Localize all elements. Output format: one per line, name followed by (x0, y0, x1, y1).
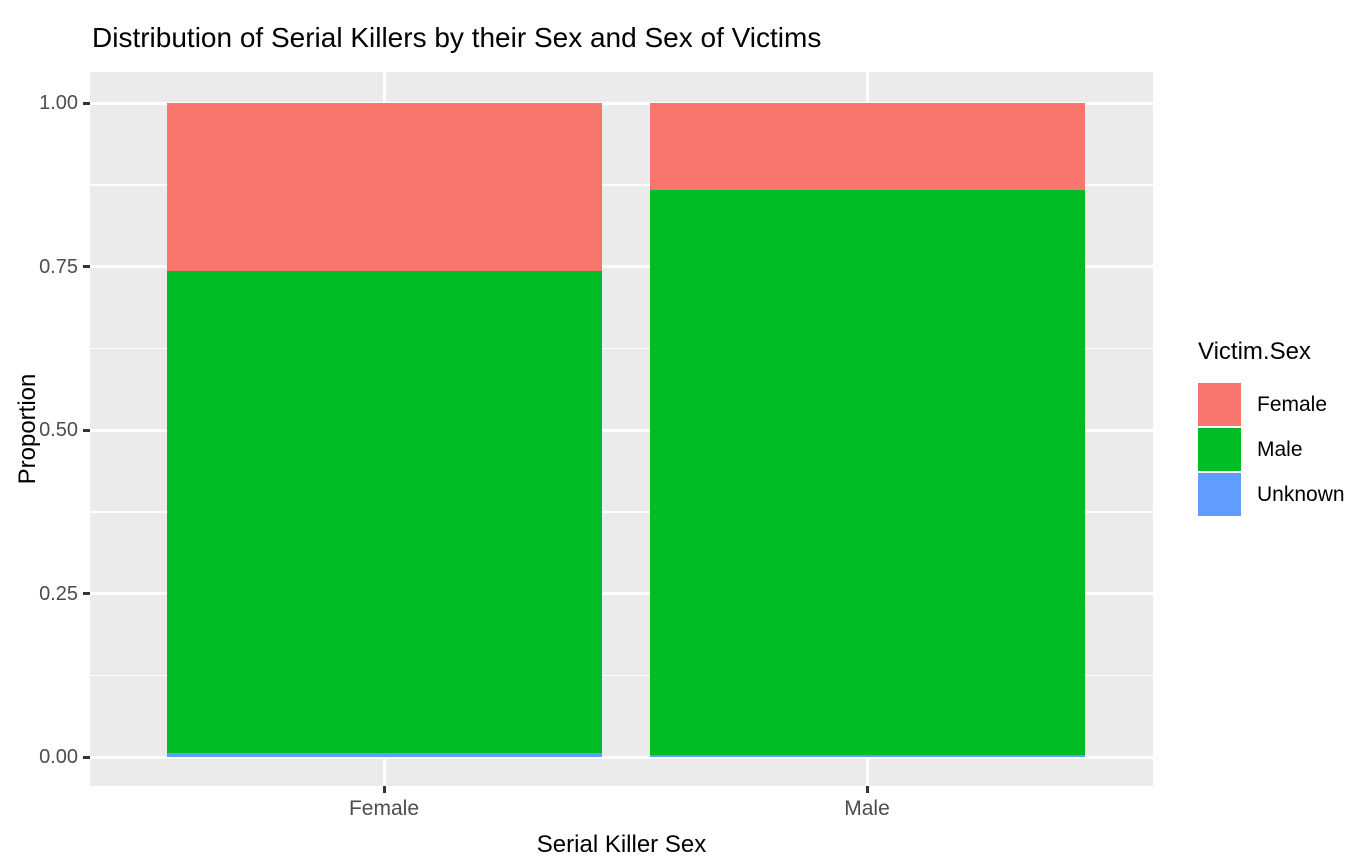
legend: Victim.Sex Female Male Unknown (1198, 338, 1366, 517)
legend-key-swatch (1198, 383, 1241, 426)
gridline-major (90, 755, 1153, 759)
y-tick-mark (83, 428, 90, 432)
gridline-minor (90, 184, 1153, 186)
plot-panel (90, 72, 1153, 786)
x-tick-label-male: Male (844, 797, 890, 820)
legend-title: Victim.Sex (1198, 338, 1311, 365)
bar-segment-female-unknown (166, 753, 602, 757)
x-axis-title: Serial Killer Sex (536, 831, 707, 858)
bar-segment-male-male (649, 189, 1085, 756)
y-tick-label: 0.50 (39, 419, 78, 441)
legend-label: Male (1257, 437, 1303, 461)
legend-key-swatch (1198, 473, 1241, 516)
gridline-major (90, 101, 1153, 105)
chart-title: Distribution of Serial Killers by their … (92, 22, 822, 53)
y-tick-label: 0.75 (39, 255, 78, 278)
x-tick-mark (865, 786, 869, 793)
bar-segment-female-male (166, 271, 602, 754)
legend-label: Unknown (1257, 482, 1345, 506)
y-axis-title: Proportion (14, 373, 41, 485)
gridline-major (90, 428, 1153, 432)
legend-key-swatch (1198, 428, 1241, 471)
y-tick-label: 0.25 (39, 582, 78, 605)
y-tick-mark (83, 592, 90, 595)
y-tick-mark (83, 265, 90, 268)
legend-row-female: Female (1198, 382, 1366, 427)
gridline-minor (90, 511, 1153, 513)
y-tick-mark (83, 101, 90, 105)
y-tick-mark (83, 755, 90, 759)
x-tick-label-female: Female (348, 797, 420, 820)
gridline-major (90, 265, 1153, 268)
legend-row-male: Male (1198, 427, 1366, 472)
gridline-minor (90, 347, 1153, 349)
bar-segment-male-unknown (649, 755, 1085, 757)
legend-entries: Female Male Unknown (1198, 382, 1366, 517)
bar-segment-female-female (166, 103, 602, 272)
gridline-major (90, 592, 1153, 595)
y-tick-label: 1.00 (39, 92, 78, 114)
legend-label: Female (1257, 392, 1328, 416)
x-tick-mark (382, 786, 386, 793)
gridline-minor (90, 674, 1153, 676)
legend-row-unknown: Unknown (1198, 472, 1366, 517)
bar-segment-male-female (649, 103, 1085, 190)
y-tick-label: 0.00 (39, 746, 78, 768)
